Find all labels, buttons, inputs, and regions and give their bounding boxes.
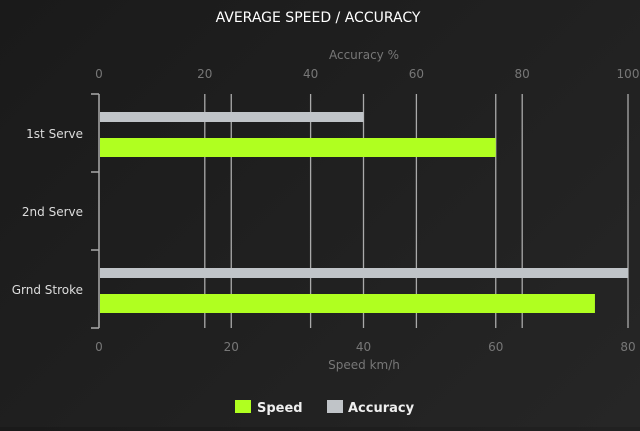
bar-speed <box>100 138 496 157</box>
category-label: Grnd Stroke <box>12 283 83 297</box>
legend-label-accuracy: Accuracy <box>348 401 415 416</box>
bottom-axis-label: Speed km/h <box>328 358 400 372</box>
top-axis-label: Accuracy % <box>329 48 399 62</box>
bottom-tick-label: 80 <box>620 340 635 354</box>
bar-accuracy <box>100 112 364 122</box>
top-tick-label: 80 <box>515 67 530 81</box>
top-tick-label: 60 <box>409 67 424 81</box>
bottom-tick-label: 60 <box>488 340 503 354</box>
bar-accuracy <box>100 268 628 278</box>
top-tick-label: 0 <box>95 67 103 81</box>
legend-swatch-speed <box>235 400 251 413</box>
top-tick-label: 20 <box>197 67 212 81</box>
category-label: 1st Serve <box>26 127 83 141</box>
legend: Speed Accuracy <box>235 400 415 416</box>
bottom-tick-label: 20 <box>224 340 239 354</box>
category-label: 2nd Serve <box>22 205 83 219</box>
bar-speed <box>100 294 595 313</box>
chart-title: AVERAGE SPEED / ACCURACY <box>216 10 421 26</box>
top-tick-label: 100 <box>617 67 640 81</box>
bottom-tick-label: 40 <box>356 340 371 354</box>
top-tick-label: 40 <box>303 67 318 81</box>
bottom-tick-label: 0 <box>95 340 103 354</box>
legend-label-speed: Speed <box>257 401 303 416</box>
legend-swatch-accuracy <box>327 400 343 413</box>
